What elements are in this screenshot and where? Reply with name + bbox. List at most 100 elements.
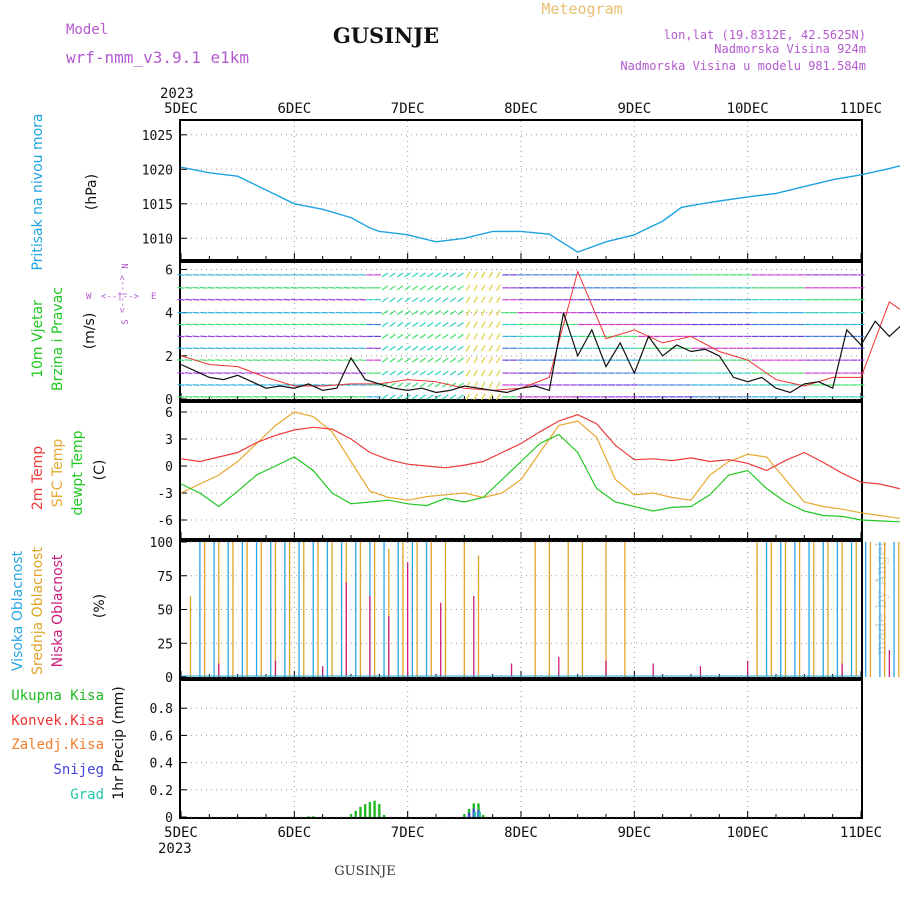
wind-arrow: [434, 322, 442, 328]
footer-title: GUSINJE: [334, 864, 395, 879]
wind-arrow: [442, 370, 449, 376]
wind-arrow: [343, 286, 351, 289]
wind-arrow: [283, 347, 291, 350]
wind-arrow: [465, 369, 471, 377]
wind-arrow: [313, 323, 321, 326]
wind-arrow: [305, 323, 313, 326]
wind-arrow: [389, 333, 396, 339]
wind-arrow: [488, 271, 494, 279]
wind-arrow: [427, 345, 434, 351]
wind-arrow: [434, 333, 442, 339]
wind-arrow: [412, 394, 419, 400]
wind-arrow: [200, 359, 208, 362]
precip-bar-total: [354, 810, 357, 817]
wind-arrow: [245, 372, 253, 374]
wind-arrow: [488, 344, 494, 352]
wind-arrow: [434, 272, 442, 278]
y-tick-label: 1025: [142, 129, 173, 144]
wind-arrow: [207, 347, 215, 350]
wind-arrow: [200, 323, 208, 326]
wind-arrow: [245, 311, 253, 314]
wind-arrow: [313, 372, 321, 374]
wind-arrow: [434, 357, 442, 363]
wind-arrow: [177, 298, 185, 301]
dewpt-line: [180, 433, 900, 523]
wind-arrow: [427, 370, 434, 376]
wind-arrow: [268, 335, 276, 338]
wind-arrow: [389, 310, 396, 316]
wind-arrow: [215, 273, 223, 276]
wind-arrow: [389, 345, 396, 351]
wind-arrow: [185, 286, 193, 289]
wind-arrow: [215, 335, 223, 338]
wind-arrow: [260, 273, 268, 276]
wind-arrow: [496, 321, 501, 328]
precip-bar-total: [482, 814, 485, 817]
wind-arrow: [465, 296, 471, 304]
wind-arrow: [473, 393, 478, 401]
wind-arrow: [260, 372, 268, 374]
wind-arrow: [442, 394, 449, 400]
wind-arrow: [412, 345, 419, 351]
wind-arrow: [328, 286, 336, 289]
wind-arrow: [351, 323, 359, 326]
wind-arrow: [185, 347, 193, 350]
wind-arrow: [473, 344, 478, 352]
wind-arrow: [465, 356, 471, 364]
wind-arrow: [488, 369, 494, 377]
wind-arrow: [473, 333, 478, 340]
wind-arrow: [185, 273, 193, 276]
wind-arrow: [381, 322, 389, 328]
wind-arrow: [192, 335, 200, 338]
wind-arrow: [389, 357, 396, 363]
wind-arrow: [488, 393, 494, 401]
wind-arrow: [275, 273, 283, 276]
wind-arrow: [419, 297, 426, 303]
wind-arrow: [237, 273, 245, 276]
wind-arrow: [328, 273, 336, 276]
y-tick-label: 6: [165, 263, 173, 278]
wind-arrow: [222, 335, 230, 338]
wind-arrow: [215, 311, 223, 314]
wind-arrow: [449, 394, 457, 400]
wind-arrow: [404, 322, 411, 328]
wind-arrow: [404, 382, 411, 388]
wind-arrow: [237, 359, 245, 362]
credit-text: made by Angel: [872, 542, 890, 655]
wind-arrow: [412, 297, 419, 303]
wind-arrow: [480, 369, 486, 377]
wind-arrow: [396, 333, 404, 339]
wind-arrow: [253, 347, 261, 350]
wind-arrow: [222, 298, 230, 301]
wind-arrow: [449, 310, 457, 316]
wind-arrow: [305, 286, 313, 289]
wind-arrow: [496, 309, 501, 316]
wind-arrow: [496, 344, 501, 352]
wind-arrow: [412, 357, 419, 363]
wind-arrow: [496, 393, 501, 401]
wind-arrow: [321, 335, 329, 338]
wind-arrow: [381, 310, 389, 316]
wind-arrow: [245, 359, 253, 362]
wind-arrow: [177, 359, 185, 362]
wind-arrow: [237, 286, 245, 289]
wind-arrow: [313, 273, 321, 276]
wind-arrow: [200, 347, 208, 350]
wind-arrow: [275, 298, 283, 301]
wind-arrow: [404, 345, 411, 351]
wind-arrow: [343, 347, 351, 350]
x-tick-label-top: 8DEC: [504, 101, 538, 117]
wind-arrow: [222, 311, 230, 314]
pressure-line: [180, 165, 900, 253]
wind-arrow: [275, 384, 283, 386]
wind-arrow: [177, 335, 185, 338]
wind-arrow: [343, 395, 351, 398]
wind-arrow: [290, 298, 298, 301]
wind-arrow: [177, 347, 185, 350]
wind-arrow: [328, 347, 336, 350]
wind-arrow: [298, 286, 306, 289]
precip-legend-snow: Snijeg: [53, 762, 104, 778]
wind-arrow: [343, 323, 351, 326]
wind-arrow: [488, 309, 494, 316]
